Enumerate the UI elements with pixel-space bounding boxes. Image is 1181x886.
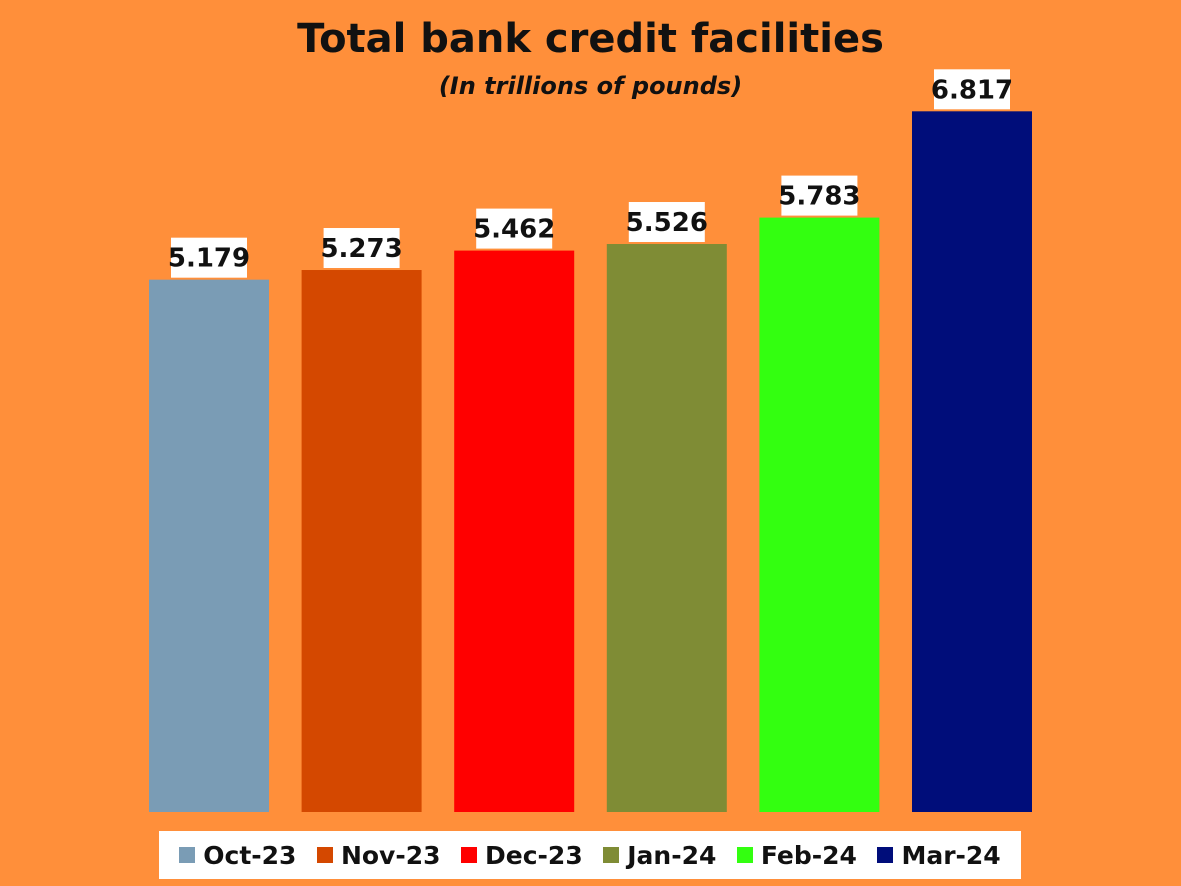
legend-swatch: [461, 847, 478, 863]
legend-item: Jan-24: [603, 841, 716, 870]
data-label: 6.817: [931, 75, 1013, 105]
legend-swatch: [603, 847, 620, 863]
legend-label: Oct-23: [203, 840, 297, 870]
legend-swatch: [179, 847, 196, 863]
legend-label: Mar-24: [901, 840, 1001, 870]
chart-title: Total bank credit facilities: [297, 16, 884, 62]
legend-swatch: [877, 847, 894, 863]
bar-mar-24: [912, 111, 1032, 813]
data-label: 5.462: [473, 215, 555, 245]
data-label-box: [323, 228, 400, 269]
bar-dec-23: [454, 250, 575, 813]
data-label: 5.273: [320, 234, 402, 264]
bar-jan-24: [606, 244, 727, 813]
chart-subtitle: (In trillions of pounds): [438, 72, 743, 100]
legend-item: Dec-23: [461, 841, 583, 870]
legend-label: Nov-23: [340, 840, 441, 870]
data-label: 5.179: [168, 244, 250, 274]
data-label-box: [628, 202, 705, 243]
data-label: 5.783: [778, 182, 860, 212]
data-label-box: [934, 69, 1010, 110]
legend-item: Nov-23: [316, 840, 441, 870]
data-label-box: [476, 208, 553, 249]
legend-label: Feb-24: [760, 840, 857, 870]
legend-label: Jan-24: [627, 840, 717, 870]
legend-item: Mar-24: [877, 840, 1001, 870]
legend-swatch: [316, 847, 333, 863]
legend: Oct-23 Nov-23 Dec-23 Jan-24 Feb-24 Mar-24: [159, 831, 1021, 879]
legend-label: Dec-23: [485, 840, 583, 870]
data-label-box: [171, 237, 247, 278]
legend-item: Feb-24: [736, 840, 857, 870]
legend-item: Oct-23: [179, 841, 296, 870]
bar-feb-24: [759, 217, 880, 812]
legend-swatch: [736, 847, 753, 863]
bar-oct-23: [149, 279, 269, 812]
data-label: 5.526: [626, 208, 708, 238]
data-label-box: [781, 175, 858, 216]
bar-nov-23: [301, 270, 422, 812]
